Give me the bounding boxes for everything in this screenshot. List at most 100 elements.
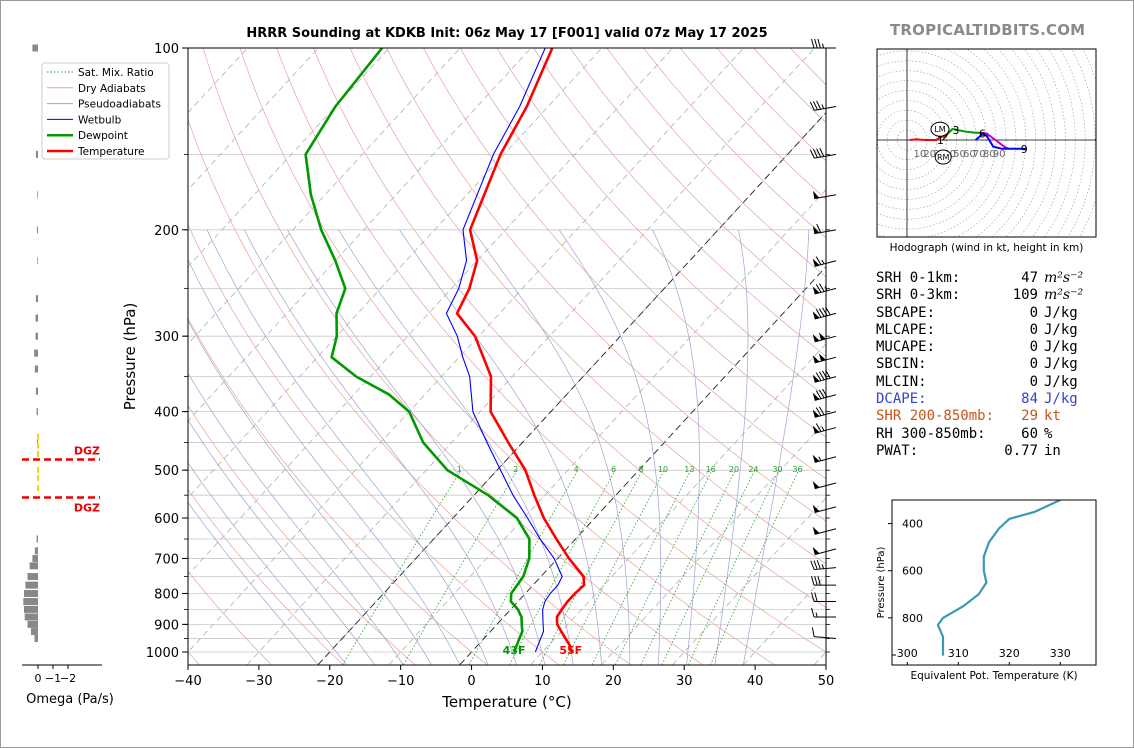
mixing-ratio-label: 13	[684, 465, 694, 474]
parameter-row: SRH 0-3km: 109 m²s⁻²	[876, 287, 1116, 304]
dry-adiabat-line	[459, 48, 826, 438]
wind-barb-staff	[814, 456, 837, 463]
parameters-panel: SRH 0-1km: 47 m²s⁻² SRH 0-3km: 109 m²s⁻² SBCAP…	[876, 270, 1116, 460]
dgz-label: DGZ	[74, 502, 100, 515]
x-tick-label: −20	[316, 674, 343, 689]
legend-entry: Pseudoadiabats	[78, 99, 161, 111]
pseudoadiabat-line	[188, 258, 461, 665]
y-tick-label: 100	[154, 42, 179, 57]
hodograph-ring-label: 70	[973, 149, 986, 160]
parameter-value: 0.77	[1004, 442, 1038, 459]
x-tick-label: 0	[467, 674, 475, 689]
mixing-ratio-label: 1	[457, 465, 462, 474]
wind-barb-staff	[814, 312, 837, 320]
omega-bar	[35, 387, 38, 395]
wind-barb-staff	[814, 548, 837, 556]
isotherm-zero-line	[459, 266, 826, 665]
omega-bar	[35, 150, 38, 158]
wind-barb-flag	[812, 392, 820, 401]
mixing-ratio-line	[661, 470, 756, 665]
omega-bar	[36, 535, 38, 543]
wind-barb-full	[809, 101, 815, 111]
hodograph-height-label: 3	[953, 124, 960, 137]
parameter-row: MLCAPE: 0 J/kg	[876, 322, 1116, 339]
wind-barb-flag	[812, 355, 820, 363]
theta-e-frame	[891, 499, 1097, 666]
surface-temperature-label: 55F	[559, 644, 582, 657]
x-tick-label: 50	[818, 674, 835, 689]
omega-bar	[34, 349, 38, 357]
parameter-label: SRH 0-1km:	[876, 270, 961, 286]
parameter-value: 0	[1029, 356, 1038, 373]
wind-barb-flag	[812, 334, 820, 342]
parameter-unit: J/kg	[1044, 391, 1078, 408]
rm-label: RM	[937, 153, 950, 162]
wind-barb-full	[815, 372, 822, 381]
pseudoadiabat-line	[472, 229, 631, 665]
dry-adiabat-line	[386, 48, 826, 522]
skewt-plot-area: 1 2 4 6 8 10 13 16 20 24 30 36	[0, 48, 826, 665]
omega-bar	[27, 620, 38, 628]
legend-entry: Dewpoint	[78, 130, 128, 142]
parameter-unit: J/kg	[1044, 356, 1078, 373]
mixing-ratio-line	[342, 469, 462, 665]
hodograph-ring-label: 10	[914, 149, 927, 160]
omega-bar	[34, 635, 38, 643]
hodograph-ring-label: 60	[963, 149, 976, 160]
wind-barb-staff	[814, 427, 837, 434]
legend-entry: Dry Adiabats	[78, 83, 146, 95]
wind-barb-full	[814, 576, 818, 586]
theta-e-y-label: Pressure (hPa)	[876, 547, 887, 619]
theta-e-y-tick-label: 600	[902, 565, 923, 578]
wind-barb-full	[813, 148, 818, 158]
pseudoadiabat-line	[652, 229, 700, 665]
y-tick-label: 300	[154, 330, 179, 345]
wind-barb-full	[811, 592, 815, 602]
dry-adiabat-line	[276, 48, 826, 653]
wind-barb-full	[818, 371, 825, 381]
parameter-unit: J/kg	[1044, 339, 1078, 356]
wind-barb-flag	[812, 454, 820, 463]
mixing-ratio-label: 36	[792, 465, 802, 474]
theta-e-panel: 300 310 320 330 400 600 800 Equivalent Pot. Tem…	[876, 499, 1097, 682]
wind-barb-staff	[814, 482, 837, 490]
omega-bar	[37, 257, 38, 265]
omega-bar	[27, 573, 38, 581]
mixing-ratio-line	[640, 470, 736, 665]
hodograph-ring-label: 90	[993, 149, 1006, 160]
mixing-ratio-label: 20	[729, 465, 739, 474]
pseudoadiabat-line	[742, 229, 810, 665]
parameter-label: MLCIN:	[876, 373, 927, 390]
parameter-row: DCAPE: 84 J/kg	[876, 391, 1116, 408]
omega-bar	[37, 442, 39, 449]
legend-entry: Wetbulb	[78, 114, 122, 126]
pseudoadiabat-line	[714, 229, 749, 665]
mixing-ratio-line	[468, 470, 579, 665]
isotherm-line	[188, 48, 674, 576]
wind-barb-staff	[814, 394, 837, 401]
y-tick-label: 900	[154, 618, 179, 633]
hodograph-height-label: 9	[1021, 143, 1028, 156]
wind-barb-full	[816, 223, 822, 233]
wind-barb-full	[818, 406, 825, 416]
x-tick-label: 30	[676, 674, 693, 689]
omega-tick-label: −2	[60, 672, 76, 685]
parameter-row: SHR 200-850mb: 29 kt	[876, 408, 1116, 425]
mixing-ratio-line	[403, 469, 518, 665]
mixing-ratio-line	[591, 470, 692, 665]
wind-barb-full	[822, 307, 828, 316]
parameter-value: 60	[1021, 425, 1038, 442]
wind-barb-full	[811, 607, 815, 618]
theta-e-y-tick-label: 800	[902, 612, 923, 625]
parameter-label: MLCAPE:	[876, 321, 936, 338]
wind-barb-staff	[814, 194, 837, 200]
omega-panel: 0 −1−2 Omega (Pa/s) DGZ DGZ	[22, 44, 114, 707]
wind-barb-staff	[814, 506, 837, 514]
pseudoadiabat-line	[338, 229, 574, 665]
omega-bar	[37, 474, 39, 481]
isotherm-line	[0, 48, 35, 665]
omega-bar	[29, 562, 38, 570]
mixing-ratio-label: 16	[706, 465, 716, 474]
theta-e-x-tick-label: 310	[948, 647, 969, 660]
wind-barb-staff	[814, 356, 837, 364]
